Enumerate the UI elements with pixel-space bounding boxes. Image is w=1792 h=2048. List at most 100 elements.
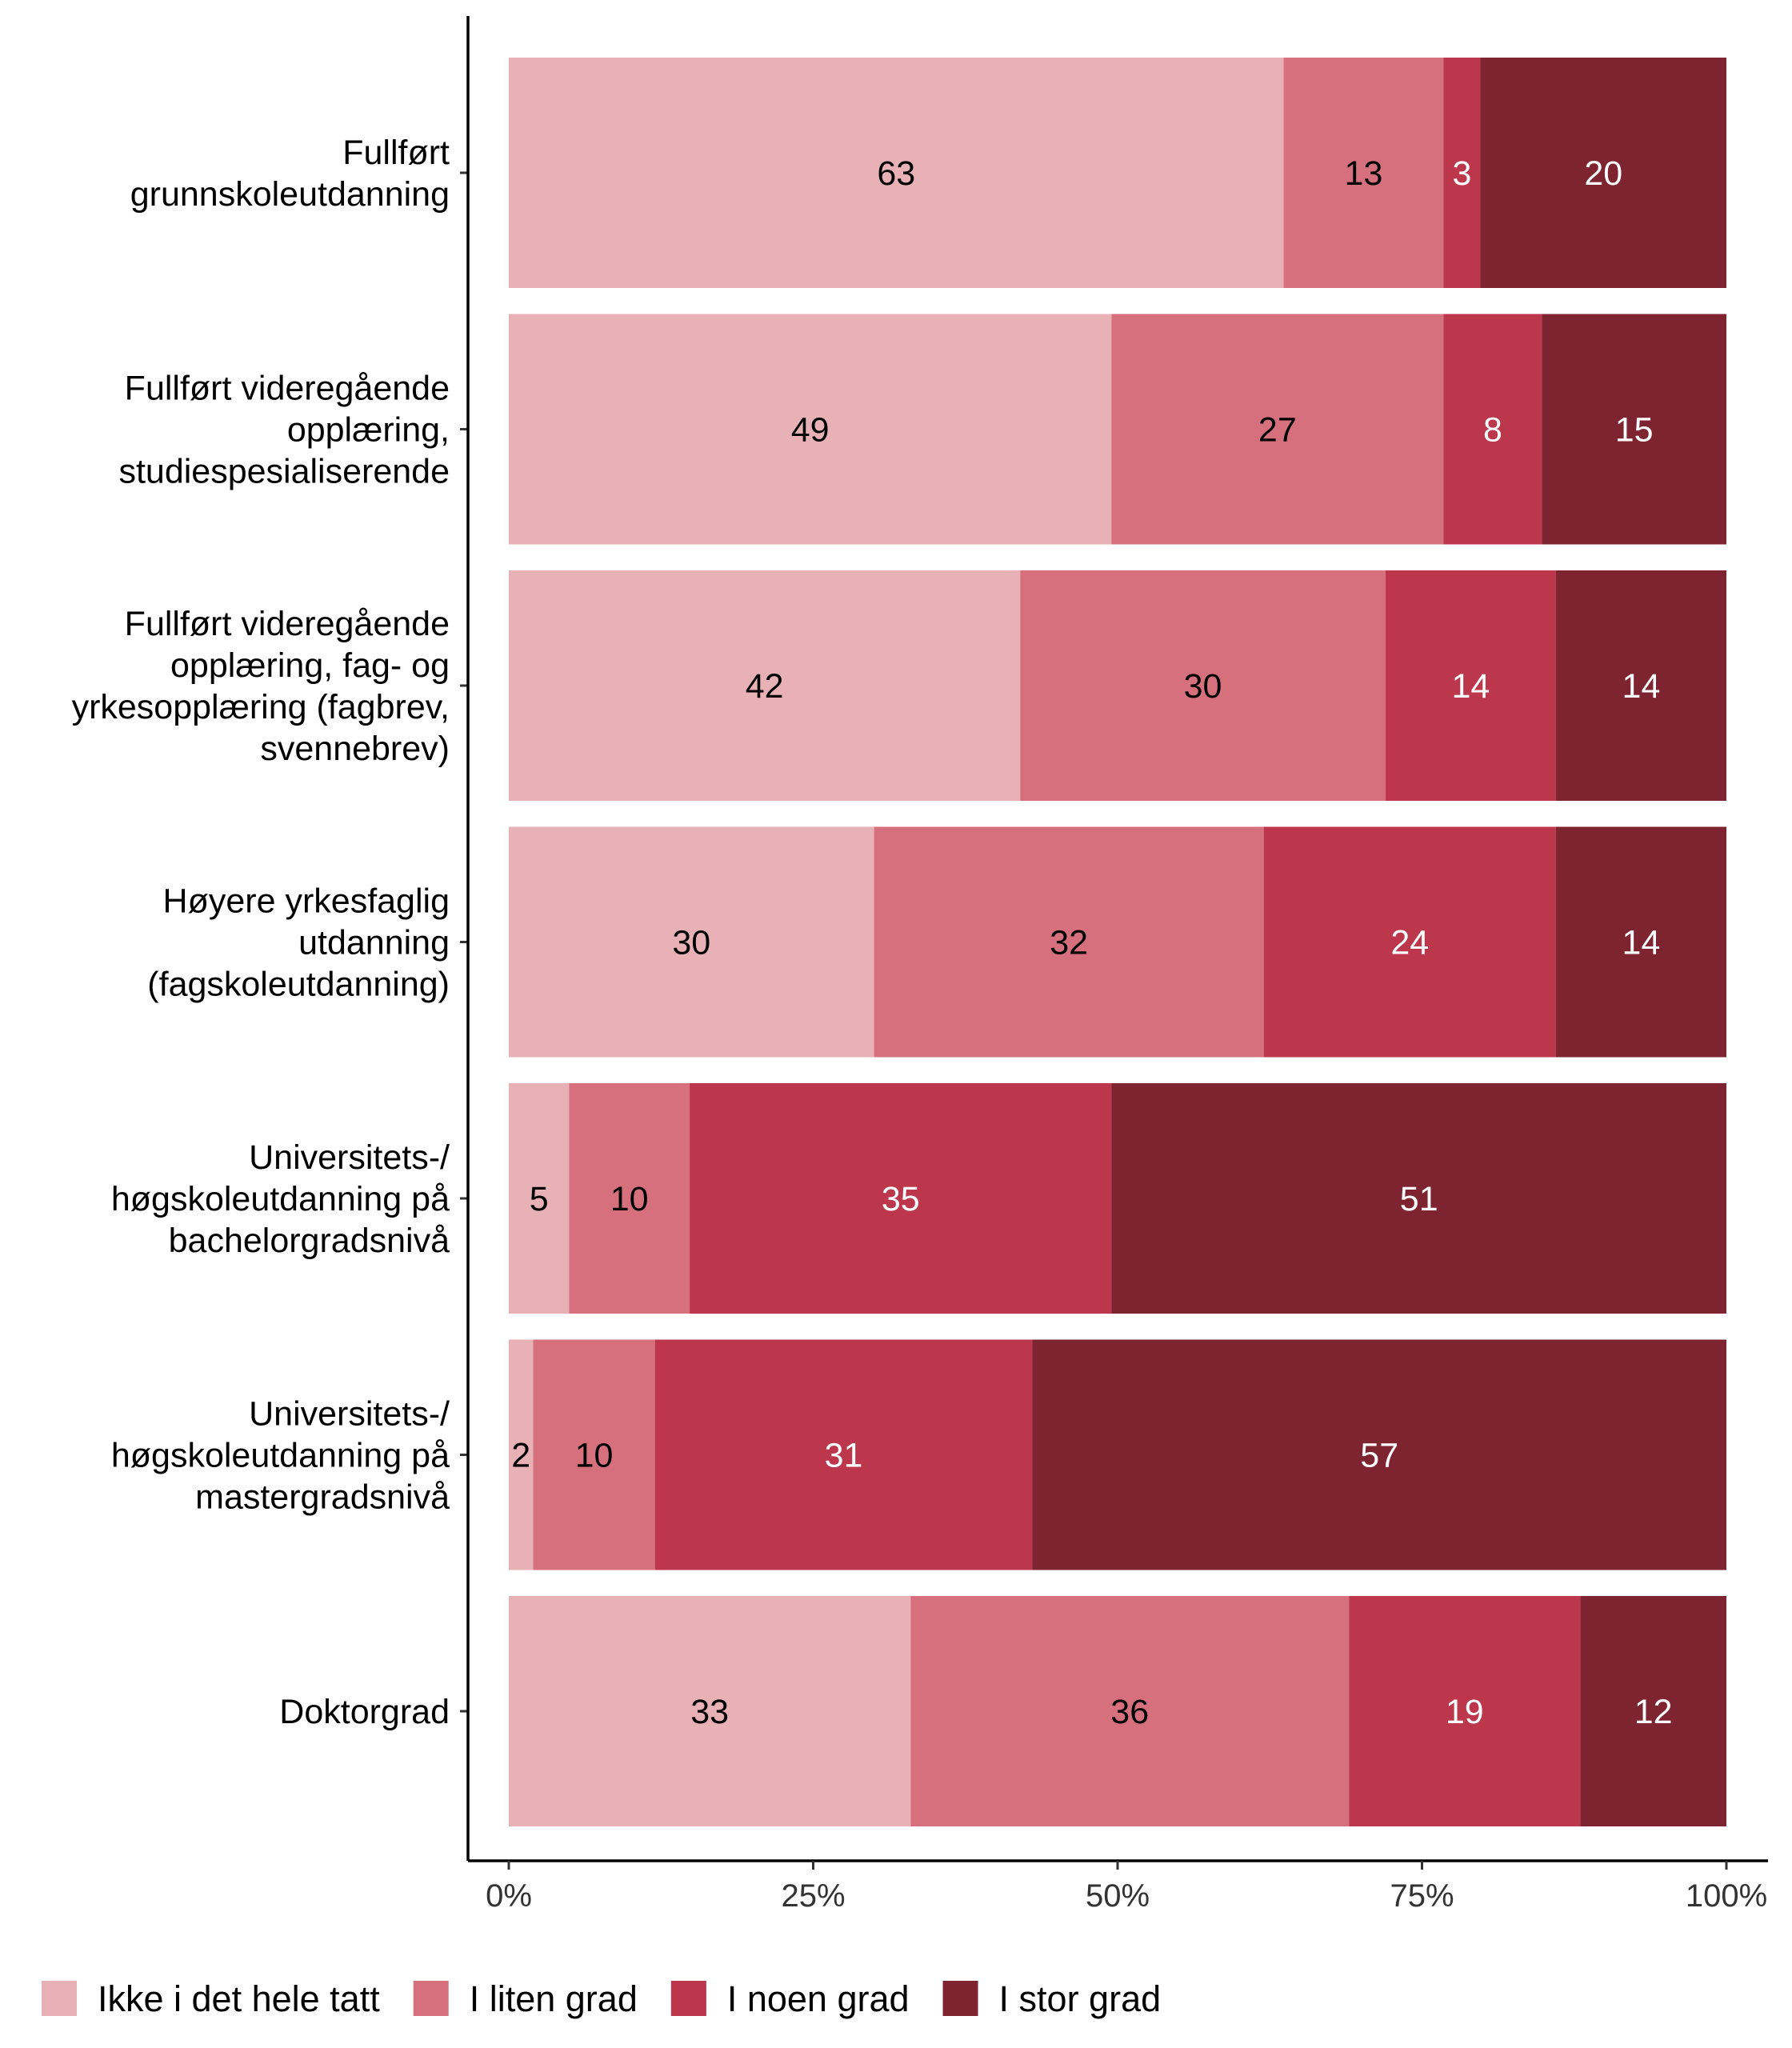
- data-label: 14: [1622, 924, 1661, 962]
- data-label: 36: [1110, 1693, 1149, 1731]
- data-label: 31: [825, 1437, 863, 1475]
- data-label: 57: [1360, 1437, 1398, 1475]
- x-tick-label: 0%: [486, 1878, 532, 1914]
- category-label-line: Universitets-/: [249, 1395, 450, 1434]
- category-label: Universitets-/høgskoleutdanning på master…: [111, 1395, 450, 1517]
- bar-segment: [654, 1339, 1033, 1570]
- data-label: 30: [672, 924, 710, 962]
- bar-segment: [910, 1596, 1350, 1826]
- category-label-line: Universitets-/: [249, 1138, 450, 1177]
- category-label-line: Doktorgrad: [279, 1693, 450, 1731]
- category-label: Fullført grunnskoleutdanning: [130, 134, 450, 214]
- bar-segment: [1555, 826, 1726, 1058]
- bar-segment: [509, 826, 874, 1058]
- category-label: Fullført videregående opplæring, studiespe…: [118, 370, 450, 491]
- data-label: 33: [690, 1693, 729, 1731]
- bar-segment: [1555, 570, 1726, 801]
- category-label: Fullført videregående opplæring, fag- og y…: [72, 605, 450, 768]
- category-label-line: Høyere yrkesfaglig: [163, 882, 450, 921]
- data-label: 3: [1453, 154, 1472, 193]
- data-label: 30: [1184, 667, 1222, 706]
- data-label: 10: [575, 1437, 614, 1475]
- bar-segment: [1542, 314, 1726, 545]
- bar-segment: [1263, 826, 1556, 1058]
- data-label: 10: [610, 1180, 649, 1218]
- bar-segment: [509, 1596, 911, 1826]
- category-label: Høyere yrkesfaglig utdanning (fagskoleutda…: [147, 882, 450, 1004]
- bar-segment: [1020, 570, 1386, 801]
- category-label-line: bachelorgradsnivå: [169, 1222, 450, 1260]
- category-label-line: utdanning: [298, 924, 450, 962]
- bar-segment: [1032, 1339, 1726, 1570]
- data-label: 27: [1258, 411, 1297, 450]
- category-label-line: grunnskoleutdanning: [130, 175, 450, 214]
- value-labels-layer: 63 13 3 20 49 27 8 15 42 30 14 14 30 32 24 14 5 10 35 51 2 10…: [511, 154, 1672, 1731]
- data-label: 12: [1634, 1693, 1673, 1731]
- bars-layer: [509, 58, 1726, 1826]
- data-label: 24: [1390, 924, 1429, 962]
- data-label: 32: [1050, 924, 1088, 962]
- bar-segment: [509, 1339, 534, 1570]
- category-label-line: opplæring, fag- og: [170, 646, 450, 685]
- legend-label: I noen grad: [727, 1978, 910, 2019]
- legend-label: I liten grad: [470, 1978, 638, 2019]
- category-label: Universitets-/høgskoleutdanning på bachel…: [111, 1138, 450, 1260]
- legend-swatch: [942, 1981, 978, 2016]
- bar-segment: [874, 826, 1264, 1058]
- data-label: 49: [791, 411, 830, 450]
- data-label: 14: [1451, 667, 1490, 706]
- data-label: 42: [746, 667, 784, 706]
- bar-segment: [690, 1083, 1112, 1314]
- x-tick-label: 25%: [781, 1878, 845, 1914]
- data-label: 51: [1400, 1180, 1438, 1218]
- x-tick-label: 75%: [1390, 1878, 1454, 1914]
- category-labels-layer: Fullført grunnskoleutdanning Fullført vide…: [72, 134, 450, 1731]
- category-label-line: yrkesopplæring (fagbrev,: [72, 688, 450, 726]
- data-label: 13: [1345, 154, 1383, 193]
- bar-segment: [509, 58, 1284, 288]
- legend-swatch: [42, 1981, 77, 2016]
- bar-segment: [1580, 1596, 1726, 1826]
- category-label-line: Fullført videregående: [125, 370, 450, 408]
- data-label: 15: [1615, 411, 1654, 450]
- category-label-line: Fullført: [342, 134, 450, 172]
- bar-segment: [1443, 58, 1481, 288]
- data-label: 20: [1584, 154, 1622, 193]
- category-label: Doktorgrad: [279, 1693, 450, 1731]
- bar-segment: [509, 1083, 570, 1314]
- category-label-line: (fagskoleutdanning): [147, 966, 450, 1004]
- bar-segment: [1111, 314, 1444, 545]
- legend: Ikke i det hele tatt I liten grad I noen g…: [42, 1978, 1161, 2019]
- bar-segment: [569, 1083, 690, 1314]
- data-label: 14: [1622, 667, 1661, 706]
- bar-segment: [509, 314, 1112, 545]
- legend-swatch: [670, 1981, 706, 2016]
- data-label: 5: [530, 1180, 549, 1218]
- legend-label: I stor grad: [999, 1978, 1162, 2019]
- data-label: 8: [1483, 411, 1502, 450]
- category-label-line: mastergradsnivå: [195, 1478, 450, 1517]
- x-tick-label: 100%: [1686, 1878, 1767, 1914]
- bar-segment: [1385, 570, 1556, 801]
- bar-segment: [1443, 314, 1542, 545]
- bar-segment: [1480, 58, 1726, 288]
- bar-segment: [533, 1339, 655, 1570]
- category-label-line: høgskoleutdanning på: [111, 1180, 450, 1218]
- category-label-line: svennebrev): [260, 730, 450, 768]
- legend-swatch: [413, 1981, 449, 2016]
- category-label-line: opplæring,: [287, 411, 450, 450]
- bar-segment: [509, 570, 1021, 801]
- data-label: 35: [882, 1180, 920, 1218]
- data-label: 63: [877, 154, 915, 193]
- category-label-line: høgskoleutdanning på: [111, 1437, 450, 1475]
- category-label-line: studiespesialiserende: [118, 453, 450, 491]
- legend-label: Ikke i det hele tatt: [98, 1978, 380, 2019]
- category-label-line: Fullført videregående: [125, 605, 450, 643]
- bar-segment: [1283, 58, 1444, 288]
- data-label: 19: [1446, 1693, 1484, 1731]
- data-label: 2: [511, 1437, 530, 1475]
- bar-segment: [1111, 1083, 1726, 1314]
- axes-layer: 0% 25% 50% 75% 100%: [460, 16, 1768, 1914]
- x-tick-label: 50%: [1086, 1878, 1150, 1914]
